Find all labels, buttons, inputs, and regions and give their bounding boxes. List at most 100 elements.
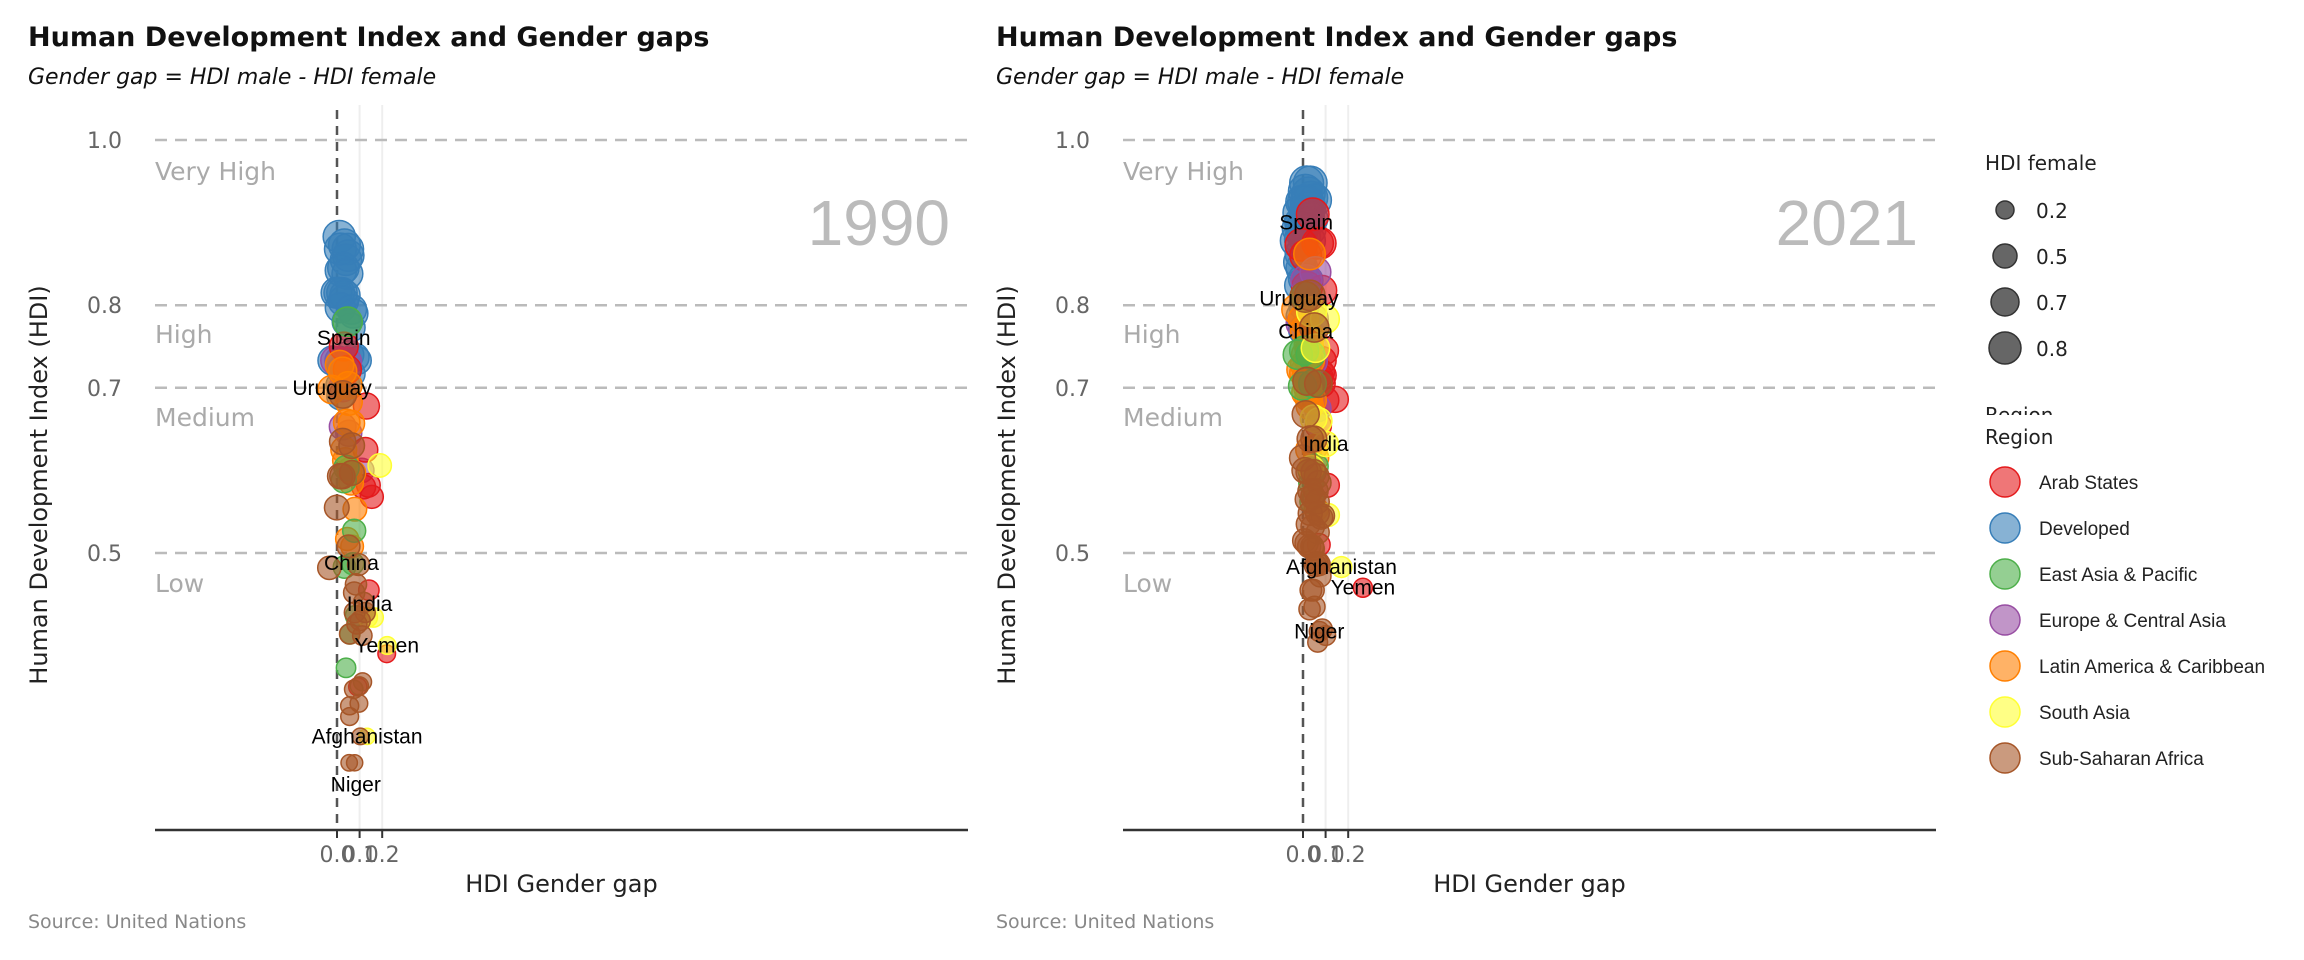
legend-region-swatch bbox=[1989, 696, 2021, 728]
panel-2021: Human Development Index and Gender gaps G… bbox=[993, 22, 1936, 933]
legend-size-swatch bbox=[1992, 243, 2018, 269]
data-point bbox=[323, 494, 350, 521]
points-group bbox=[1279, 165, 1374, 653]
x-tick-label: 0.0 bbox=[320, 843, 355, 868]
y-axis-label: Human Development Index (HDI) bbox=[993, 285, 1021, 684]
country-label: Afghanistan bbox=[312, 725, 423, 748]
data-point bbox=[1307, 631, 1329, 653]
country-label: Uruguay bbox=[292, 377, 372, 400]
data-point bbox=[338, 459, 366, 487]
data-point bbox=[367, 452, 393, 478]
data-point bbox=[335, 657, 357, 679]
y-tick-label: 1.0 bbox=[87, 129, 122, 154]
legend-region-swatch bbox=[1989, 466, 2021, 498]
legend-region-label: South Asia bbox=[2039, 703, 2130, 724]
source-note: Source: United Nations bbox=[996, 911, 1214, 933]
legend-size-swatch bbox=[1995, 200, 2015, 220]
legend-region-swatch bbox=[1989, 604, 2021, 636]
points-group bbox=[316, 219, 397, 772]
data-point bbox=[338, 623, 361, 645]
data-point bbox=[1330, 555, 1353, 579]
y-tick-label: 0.5 bbox=[1055, 542, 1090, 567]
chart-subtitle: Gender gap = HDI male - HDI female bbox=[28, 65, 436, 90]
country-label: Spain bbox=[1279, 212, 1333, 235]
band-label: Medium bbox=[155, 403, 255, 432]
year-label: 1990 bbox=[808, 187, 950, 259]
legend-region-swatch bbox=[1989, 512, 2021, 544]
data-point bbox=[340, 706, 360, 727]
y-tick-label: 0.7 bbox=[87, 377, 122, 402]
data-point bbox=[359, 484, 385, 510]
band-label: Low bbox=[1123, 569, 1172, 598]
legend-region-swatch bbox=[1989, 558, 2021, 590]
data-point bbox=[336, 534, 361, 559]
country-label: Spain bbox=[317, 327, 371, 350]
legend-size-label: 0.7 bbox=[2036, 291, 2068, 315]
data-point bbox=[1303, 369, 1333, 399]
y-tick-label: 0.7 bbox=[1055, 377, 1090, 402]
country-label: Yemen bbox=[1331, 577, 1396, 600]
y-tick-label: 0.8 bbox=[87, 294, 122, 319]
legend-region-label: Arab States bbox=[2039, 473, 2138, 494]
panel-1990: Human Development Index and Gender gaps G… bbox=[25, 22, 968, 933]
data-point bbox=[1303, 595, 1326, 618]
legend-region-title-clipped: Region bbox=[1985, 403, 2053, 427]
y-tick-label: 0.8 bbox=[1055, 294, 1090, 319]
y-tick-label: 0.5 bbox=[87, 542, 122, 567]
legend-region-title: Region bbox=[1985, 425, 2053, 449]
data-point bbox=[1293, 237, 1327, 271]
country-label: Niger bbox=[331, 773, 381, 796]
country-label: Niger bbox=[1294, 620, 1344, 643]
chart-title: Human Development Index and Gender gaps bbox=[28, 22, 709, 53]
data-point bbox=[332, 306, 364, 338]
band-label: Very High bbox=[1123, 157, 1244, 186]
legend-region-label: Latin America & Caribbean bbox=[2039, 657, 2265, 678]
country-label: Yemen bbox=[354, 635, 419, 658]
data-point bbox=[1293, 279, 1326, 312]
data-point bbox=[338, 432, 366, 460]
x-axis-label: HDI Gender gap bbox=[1433, 870, 1625, 898]
legend-size-label: 0.8 bbox=[2036, 337, 2068, 361]
country-label: Afghanistan bbox=[1286, 556, 1397, 579]
legend-size-label: 0.5 bbox=[2036, 245, 2068, 269]
y-axis-label: Human Development Index (HDI) bbox=[25, 285, 53, 684]
legend-size-swatch bbox=[1990, 287, 2020, 317]
x-tick-label: 0.2 bbox=[365, 843, 400, 868]
data-point bbox=[345, 753, 364, 772]
x-axis-label: HDI Gender gap bbox=[465, 870, 657, 898]
band-label: Very High bbox=[155, 157, 276, 186]
data-point bbox=[1298, 312, 1330, 343]
country-label: China bbox=[324, 552, 379, 575]
x-tick-label: 0.2 bbox=[1331, 843, 1366, 868]
chart-title: Human Development Index and Gender gaps bbox=[996, 22, 1677, 53]
legend-region-label: Europe & Central Asia bbox=[2039, 611, 2226, 632]
data-point bbox=[328, 379, 358, 409]
band-label: High bbox=[1123, 320, 1180, 349]
country-label: India bbox=[347, 593, 393, 616]
x-tick-label: 0.1 bbox=[1308, 843, 1343, 868]
legend-size-label: 0.2 bbox=[2036, 199, 2068, 223]
data-point bbox=[316, 555, 342, 581]
y-tick-label: 1.0 bbox=[1055, 129, 1090, 154]
x-tick-label: 0.0 bbox=[1286, 843, 1321, 868]
legend-size-title: HDI female bbox=[1985, 151, 2097, 175]
country-label: Uruguay bbox=[1259, 288, 1339, 311]
data-point bbox=[1352, 577, 1374, 598]
data-point bbox=[377, 635, 397, 656]
band-label: High bbox=[155, 320, 212, 349]
chart-subtitle: Gender gap = HDI male - HDI female bbox=[996, 65, 1404, 90]
source-note: Source: United Nations bbox=[28, 911, 246, 933]
legend-size-swatch bbox=[1988, 331, 2022, 365]
country-label: India bbox=[1303, 433, 1349, 456]
data-point bbox=[1291, 399, 1320, 429]
legend-region-label: Sub-Saharan Africa bbox=[2039, 749, 2204, 770]
country-label: China bbox=[1278, 321, 1333, 344]
x-tick-label: 0.1 bbox=[342, 843, 377, 868]
year-label: 2021 bbox=[1776, 187, 1918, 259]
legend-region-label: Developed bbox=[2039, 519, 2130, 540]
legend-region-swatch bbox=[1989, 650, 2021, 682]
data-point bbox=[351, 727, 370, 746]
legend-region-label: East Asia & Pacific bbox=[2039, 565, 2197, 586]
